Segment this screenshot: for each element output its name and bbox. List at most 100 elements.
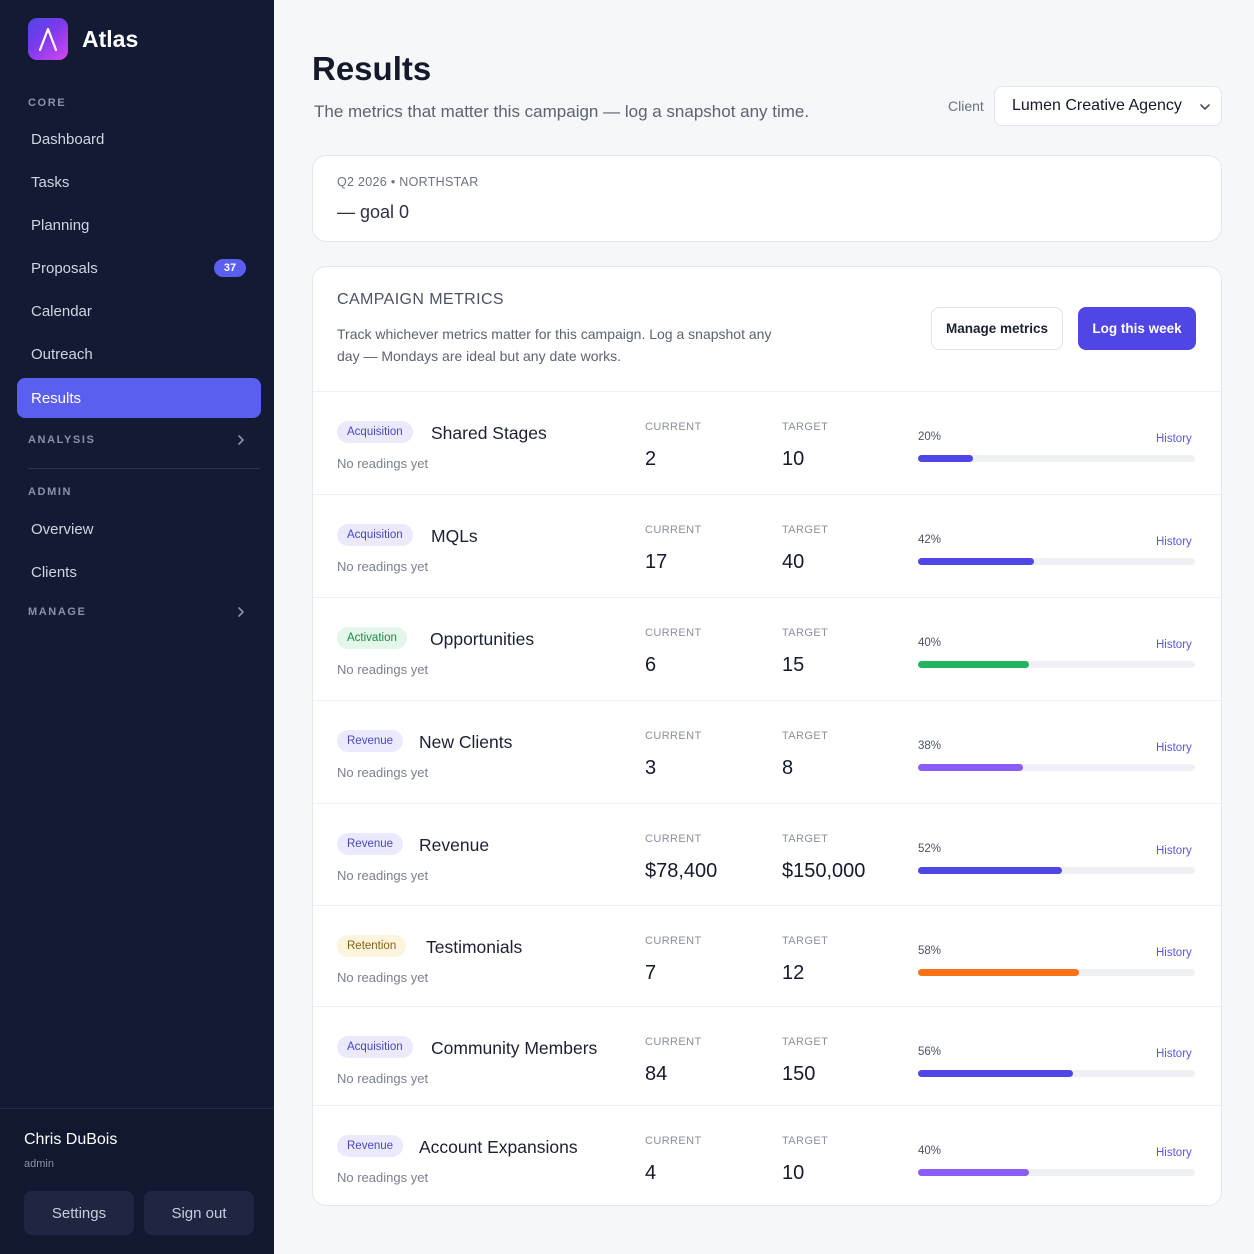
manage-metrics-button[interactable]: Manage metrics [931,307,1063,350]
progress-track [918,1070,1195,1077]
metric-name: Account Expansions [419,1137,578,1157]
goal-card: Q2 2026 • NORTHSTAR — goal 0 [312,155,1222,242]
history-link[interactable]: History [1156,433,1192,445]
target-value: $150,000 [782,860,866,882]
sidebar-item-label: Outreach [31,345,93,363]
sidebar-item-results[interactable]: Results [17,378,261,418]
section-label-analysis: ANALYSIS [28,434,96,446]
progress-fill [918,969,1079,976]
history-link[interactable]: History [1156,742,1192,754]
current-value: $78,400 [645,860,718,882]
history-link[interactable]: History [1156,1048,1192,1060]
metric-name: Opportunities [430,629,535,649]
campaign-metrics-card: CAMPAIGN METRICS Track whichever metrics… [312,266,1222,1206]
metric-name: New Clients [419,732,513,752]
current-value: 84 [645,1063,668,1085]
sidebar-item-proposals[interactable]: Proposals 37 [17,248,261,288]
current-value: 2 [645,448,657,470]
progress-track [918,867,1195,874]
user-name: Chris DuBois [24,1131,118,1148]
section-label-manage: MANAGE [28,606,87,618]
sidebar-item-label: Calendar [31,302,92,320]
target-value: 15 [782,654,805,676]
metric-name: Community Members [431,1038,598,1058]
target-value: 12 [782,962,805,984]
metric-category-tag: Acquisition [337,421,413,443]
sidebar-item-outreach[interactable]: Outreach [17,334,261,374]
client-select-value: Lumen Creative Agency [1012,97,1182,114]
atlas-logo-icon [28,18,68,60]
progress-track [918,764,1195,771]
target-value: 10 [782,448,805,470]
sidebar-item-planning[interactable]: Planning [17,205,261,245]
history-link[interactable]: History [1156,536,1192,548]
sidebar-item-label: Proposals [31,259,98,277]
sidebar-item-label: Clients [31,563,77,581]
metric-category-tag: Revenue [337,833,404,855]
sidebar-divider [28,468,260,469]
section-label-admin: ADMIN [28,486,73,498]
metric-category-tag: Acquisition [337,1036,413,1058]
sidebar-item-label: Tasks [31,173,70,191]
history-link[interactable]: History [1156,845,1192,857]
no-readings-text: No readings yet [337,1071,429,1086]
user-role: admin [24,1158,54,1170]
progress-track [918,969,1195,976]
chevron-right-icon [238,607,244,617]
target-value: 8 [782,757,794,779]
progress-percent: 40% [918,1145,942,1157]
current-label: CURRENT [645,1036,702,1048]
sidebar-item-clients[interactable]: Clients [17,552,261,592]
no-readings-text: No readings yet [337,559,429,574]
progress-percent: 20% [918,431,942,443]
no-readings-text: No readings yet [337,868,429,883]
target-value: 10 [782,1162,805,1184]
section-toggle-manage[interactable]: MANAGE [28,605,248,619]
target-label: TARGET [782,1036,829,1048]
current-value: 6 [645,654,657,676]
target-label: TARGET [782,1135,829,1147]
metric-category-tag: Retention [337,935,407,957]
progress-percent: 40% [918,637,942,649]
progress-track [918,558,1195,565]
metric-row: Activation Opportunities No readings yet… [313,597,1221,700]
history-link[interactable]: History [1156,1147,1192,1159]
page-title: Results [312,50,432,87]
section-label-core: CORE [28,97,67,109]
progress-track [918,455,1195,462]
progress-percent: 42% [918,534,942,546]
metric-category-tag: Acquisition [337,524,413,546]
no-readings-text: No readings yet [337,970,429,985]
progress-percent: 52% [918,843,942,855]
brand[interactable]: Atlas [28,18,138,60]
sidebar-item-dashboard[interactable]: Dashboard [17,119,261,159]
metric-row: Retention Testimonials No readings yet C… [313,905,1221,1006]
history-link[interactable]: History [1156,639,1192,651]
progress-fill [918,1070,1074,1077]
target-label: TARGET [782,935,829,947]
current-label: CURRENT [645,833,702,845]
client-select[interactable]: Lumen Creative Agency [994,86,1222,126]
metric-row: Revenue Revenue No readings yet CURRENT … [313,803,1221,905]
settings-button[interactable]: Settings [24,1191,134,1235]
sidebar-item-label: Results [31,389,82,407]
app-name: Atlas [82,25,139,52]
progress-track [918,1169,1195,1176]
current-label: CURRENT [645,627,702,639]
sidebar-item-calendar[interactable]: Calendar [17,291,261,331]
sidebar-item-tasks[interactable]: Tasks [17,162,261,202]
metric-row: Revenue New Clients No readings yet CURR… [313,700,1221,803]
history-link[interactable]: History [1156,947,1192,959]
sign-out-button[interactable]: Sign out [144,1191,254,1235]
sidebar-item-overview[interactable]: Overview [17,509,261,549]
current-value: 4 [645,1162,657,1184]
metric-name: MQLs [431,526,478,546]
metric-category-tag: Activation [337,627,407,649]
log-this-week-button[interactable]: Log this week [1078,307,1196,350]
metric-category-tag: Revenue [337,730,404,752]
progress-fill [918,764,1024,771]
progress-fill [918,661,1029,668]
target-value: 150 [782,1063,816,1085]
metric-name: Shared Stages [431,423,547,443]
section-toggle-analysis[interactable]: ANALYSIS [28,433,248,447]
